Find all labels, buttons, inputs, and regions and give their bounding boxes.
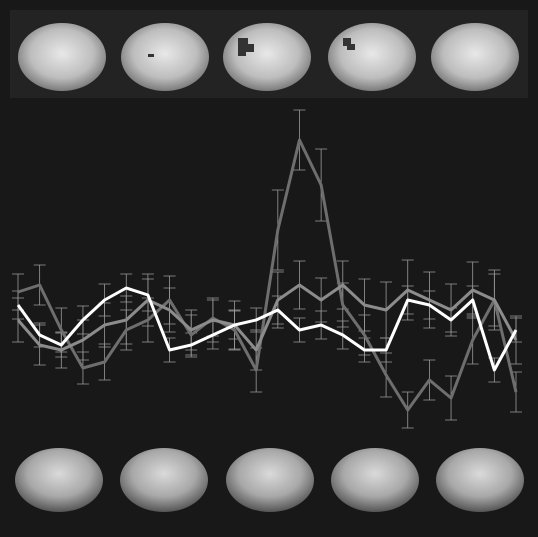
series-line [16, 286, 518, 372]
series-line [16, 283, 518, 352]
brain-slice [120, 448, 208, 512]
brain-slice [121, 23, 209, 91]
brain-slice [436, 448, 524, 512]
activation [148, 54, 154, 57]
brain-slice [331, 448, 419, 512]
series-line [17, 138, 518, 412]
activation [238, 38, 254, 56]
bottom-slices [15, 448, 524, 512]
plot [12, 109, 522, 429]
brain-slice [328, 23, 416, 91]
brain-slice [226, 448, 314, 512]
brain-slice [431, 23, 519, 91]
top-slices [18, 23, 519, 91]
activation [343, 38, 355, 50]
brain-slice [18, 23, 106, 91]
brain-slice [223, 23, 311, 91]
brain-slice [15, 448, 103, 512]
